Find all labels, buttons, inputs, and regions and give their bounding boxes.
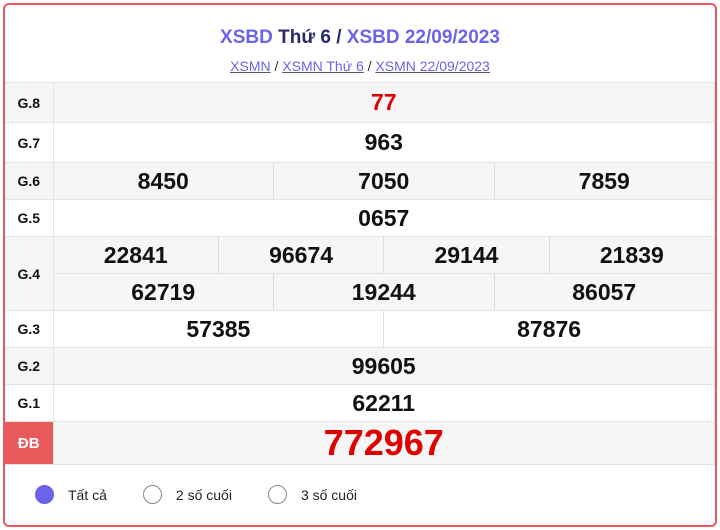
breadcrumb-sep: / (274, 58, 279, 74)
prize-label: G.6 (5, 162, 54, 200)
title-separator: / (336, 27, 342, 48)
prize-label: G.4 (5, 236, 54, 311)
prize-value: 8450 (137, 167, 189, 194)
radio-selected-icon[interactable] (35, 485, 54, 504)
prize-value: 19244 (273, 274, 494, 310)
filter-last-3[interactable]: 3 số cuối (267, 485, 357, 504)
breadcrumb: XSMN / XSMN Thứ 6 / XSMN 22/09/2023 (5, 58, 715, 74)
row-g8: G.8 77 (5, 82, 715, 123)
row-g1: G.1 62211 (5, 384, 715, 422)
prize-label: G.5 (5, 199, 54, 237)
prize-label: ĐB (5, 421, 54, 465)
filter-label: Tất cả (68, 486, 107, 503)
digit-filter: Tất cả 2 số cuối 3 số cuối (5, 465, 715, 504)
prize-label: G.7 (5, 122, 54, 163)
breadcrumb-xsmn[interactable]: XSMN (230, 58, 271, 74)
prize-value: 29144 (383, 237, 548, 273)
row-g4: G.4 22841 96674 29144 21839 (5, 236, 715, 311)
radio-icon[interactable] (142, 485, 162, 504)
results-table: G.8 77 G.7 963 G.6 8450 7050 7859 G.5 0657 G.4… (5, 82, 715, 465)
special-prize-value: 772967 (52, 421, 715, 465)
prize-value: 963 (52, 122, 715, 163)
row-g3: G.3 57385 87876 (5, 310, 715, 348)
filter-label: 3 số cuối (300, 486, 357, 503)
prize-value: 87876 (383, 311, 714, 347)
title-day: Thứ 6 (278, 27, 331, 48)
prize-value: 7859 (493, 163, 715, 199)
prize-value: 77 (52, 82, 715, 123)
filter-all[interactable]: Tất cả (35, 485, 107, 504)
prize-value: 86057 (493, 274, 715, 310)
header: XSBD Thứ 6 / XSBD 22/09/2023 XSMN / XSMN… (5, 5, 715, 82)
row-g5: G.5 0657 (5, 199, 715, 237)
title-link-xsbd[interactable]: XSBD (220, 27, 273, 48)
radio-icon[interactable] (267, 485, 287, 504)
breadcrumb-xsmn-date[interactable]: XSMN 22/09/2023 (375, 58, 490, 74)
prize-label: G.8 (5, 82, 54, 123)
breadcrumb-xsmn-day[interactable]: XSMN Thứ 6 (282, 58, 364, 74)
prize-value: 62719 (131, 278, 196, 305)
row-g4b: 62719 19244 86057 (5, 273, 715, 311)
breadcrumb-sep: / (367, 58, 372, 74)
row-g2: G.2 99605 (5, 347, 715, 385)
row-g7: G.7 963 (5, 122, 715, 163)
prize-value: 22841 (103, 241, 168, 268)
prize-value: 96674 (217, 237, 383, 273)
prize-value: 0657 (52, 199, 715, 237)
row-special: ĐB 772967 (5, 421, 715, 465)
filter-last-2[interactable]: 2 số cuối (142, 485, 232, 504)
title-link-date[interactable]: XSBD 22/09/2023 (346, 27, 500, 48)
prize-value: 21839 (548, 237, 714, 273)
row-g6: G.6 8450 7050 7859 (5, 162, 715, 200)
results-card: XSBD Thứ 6 / XSBD 22/09/2023 XSMN / XSMN… (3, 3, 717, 527)
prize-label: G.2 (5, 347, 54, 385)
prize-label: G.1 (5, 384, 54, 422)
filter-label: 2 số cuối (175, 486, 232, 503)
prize-value: 62211 (52, 384, 715, 422)
prize-value: 99605 (52, 347, 715, 385)
page-title: XSBD Thứ 6 / XSBD 22/09/2023 (5, 5, 715, 49)
prize-value: 57385 (186, 315, 251, 342)
prize-value: 7050 (273, 163, 494, 199)
prize-label: G.3 (5, 310, 54, 348)
